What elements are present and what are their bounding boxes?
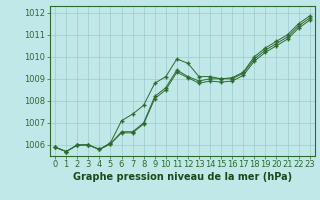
X-axis label: Graphe pression niveau de la mer (hPa): Graphe pression niveau de la mer (hPa)	[73, 172, 292, 182]
